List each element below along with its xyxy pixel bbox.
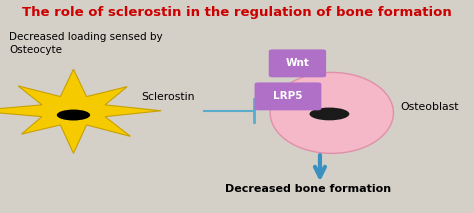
- Polygon shape: [0, 69, 161, 153]
- FancyBboxPatch shape: [255, 82, 321, 110]
- Text: Sclerostin: Sclerostin: [142, 92, 195, 102]
- Text: Wnt: Wnt: [285, 58, 310, 68]
- Text: Osteoblast: Osteoblast: [401, 102, 459, 111]
- Text: Decreased bone formation: Decreased bone formation: [225, 184, 391, 194]
- Text: LRP5: LRP5: [273, 91, 303, 101]
- Ellipse shape: [57, 109, 90, 121]
- Ellipse shape: [310, 108, 349, 120]
- Text: The role of sclerostin in the regulation of bone formation: The role of sclerostin in the regulation…: [22, 6, 452, 19]
- Ellipse shape: [270, 72, 393, 153]
- FancyBboxPatch shape: [269, 49, 326, 77]
- Text: Decreased loading sensed by
Osteocyte: Decreased loading sensed by Osteocyte: [9, 32, 163, 55]
